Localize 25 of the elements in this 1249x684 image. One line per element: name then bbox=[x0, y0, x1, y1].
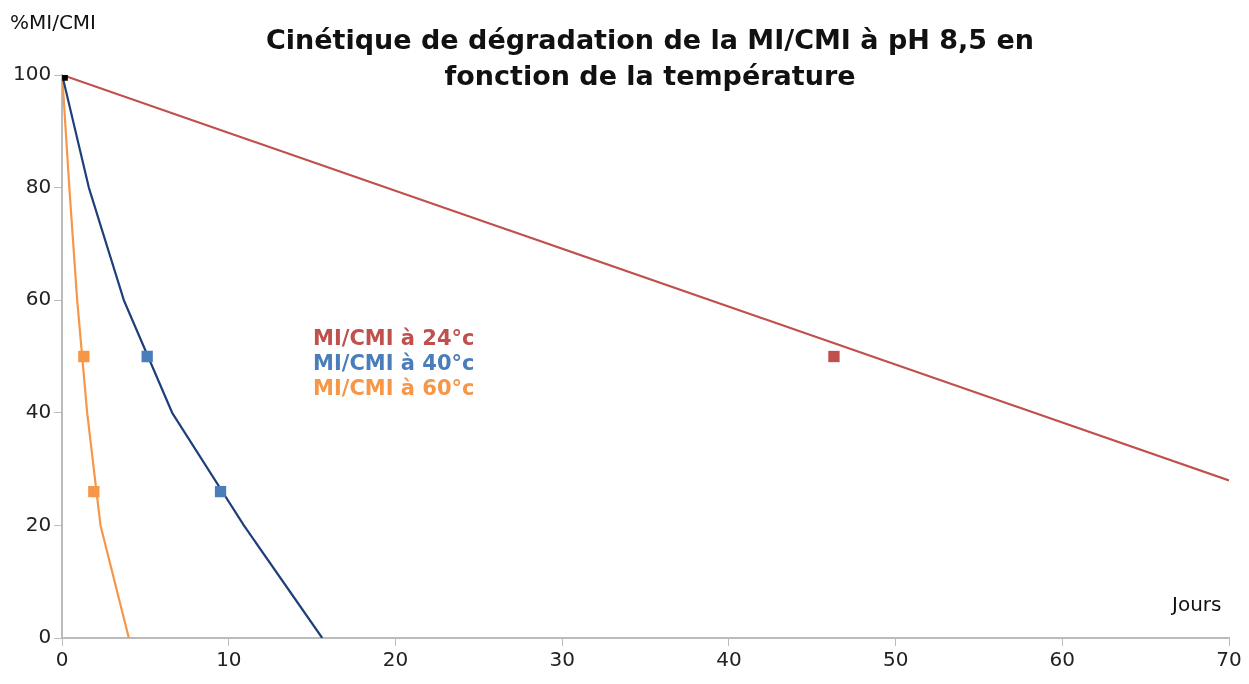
text: MI/CMI à 24°c bbox=[313, 326, 475, 351]
y-axis-title: %MI/CMI bbox=[10, 10, 97, 34]
y-tick-label: 0 bbox=[38, 624, 52, 649]
point bbox=[88, 485, 100, 498]
x-tick-label: 0 bbox=[55, 647, 69, 672]
y-tick-label: 60 bbox=[25, 286, 52, 311]
point bbox=[78, 350, 90, 363]
x-tick-label: 50 bbox=[882, 647, 909, 672]
point bbox=[141, 350, 153, 363]
x-tick-label: 20 bbox=[382, 647, 409, 672]
x-tick-label: 70 bbox=[1216, 647, 1242, 672]
point bbox=[828, 350, 840, 363]
x-tick-label: 60 bbox=[1049, 647, 1076, 672]
x-tick-label: 40 bbox=[716, 647, 742, 672]
text: MI/CMI à 40°c bbox=[313, 351, 475, 376]
y-tick-label: 20 bbox=[25, 511, 52, 536]
point bbox=[214, 485, 227, 498]
y-tick-label: 80 bbox=[25, 173, 52, 198]
chart-title: Cinétique de dégradation de la MI/CMI à pH 8,5 en fonction de la température bbox=[265, 23, 1035, 93]
y-tick-label: 100 bbox=[12, 61, 52, 86]
x-tick-label: 10 bbox=[216, 647, 242, 672]
text: MI/CMI à 60°c bbox=[313, 376, 475, 401]
y-tick-label: 40 bbox=[25, 399, 52, 423]
x-tick-label: 30 bbox=[549, 647, 575, 672]
x-axis-title: Jours bbox=[1172, 592, 1222, 616]
